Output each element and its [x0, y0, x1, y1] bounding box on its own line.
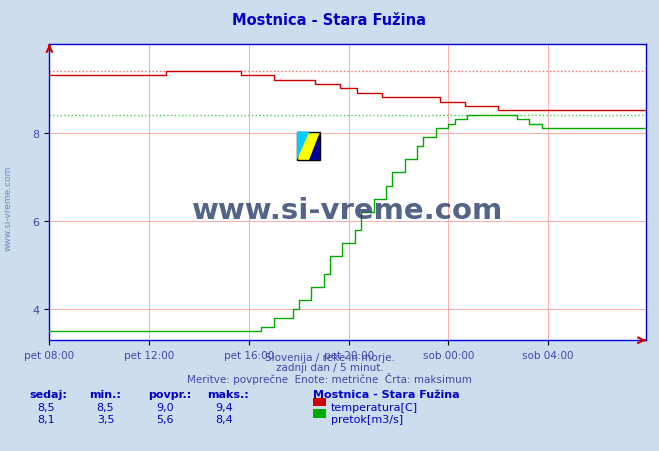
Polygon shape [309, 132, 320, 160]
Text: min.:: min.: [89, 389, 121, 399]
Text: 3,5: 3,5 [97, 414, 114, 424]
Text: 9,0: 9,0 [156, 402, 173, 412]
Text: Mostnica - Stara Fužina: Mostnica - Stara Fužina [233, 13, 426, 28]
Text: temperatura[C]: temperatura[C] [331, 402, 418, 412]
Text: Slovenija / reke in morje.: Slovenija / reke in morje. [264, 353, 395, 363]
Text: sedaj:: sedaj: [30, 389, 67, 399]
Text: zadnji dan / 5 minut.: zadnji dan / 5 minut. [275, 363, 384, 373]
Text: maks.:: maks.: [208, 389, 249, 399]
Text: www.si-vreme.com: www.si-vreme.com [192, 197, 503, 225]
Text: www.si-vreme.com: www.si-vreme.com [3, 165, 13, 250]
Text: 8,5: 8,5 [97, 402, 114, 412]
FancyBboxPatch shape [297, 132, 320, 160]
Text: pretok[m3/s]: pretok[m3/s] [331, 414, 403, 424]
Text: 8,1: 8,1 [38, 414, 55, 424]
Text: 8,4: 8,4 [215, 414, 233, 424]
Text: povpr.:: povpr.: [148, 389, 192, 399]
Text: 8,5: 8,5 [38, 402, 55, 412]
Polygon shape [297, 132, 309, 160]
Text: 5,6: 5,6 [156, 414, 173, 424]
Text: Meritve: povprečne  Enote: metrične  Črta: maksimum: Meritve: povprečne Enote: metrične Črta:… [187, 373, 472, 385]
Text: 9,4: 9,4 [215, 402, 233, 412]
Text: Mostnica - Stara Fužina: Mostnica - Stara Fužina [313, 389, 459, 399]
